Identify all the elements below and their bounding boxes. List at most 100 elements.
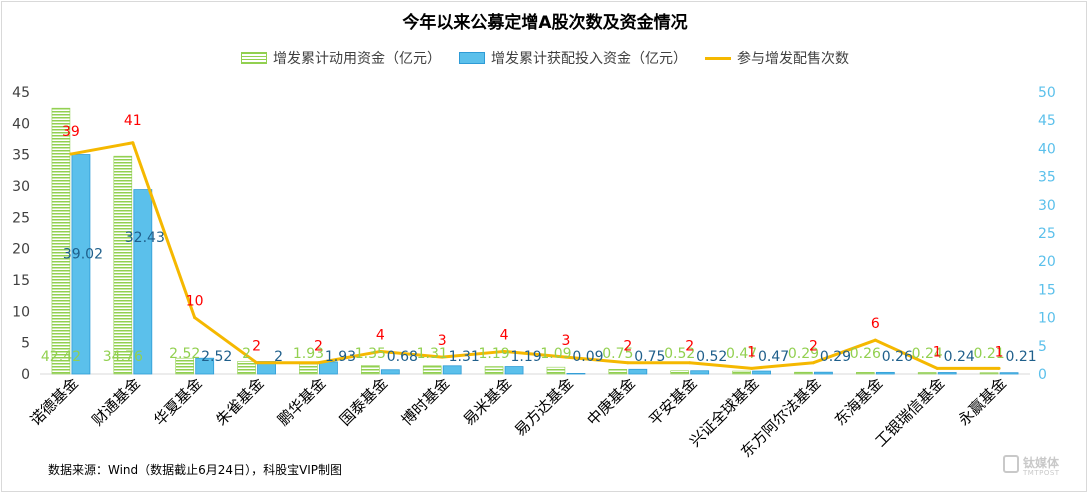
legend-swatch-green-hatch: [241, 52, 267, 64]
line-point: [626, 361, 630, 365]
data-label-series-0: 2: [242, 346, 251, 362]
bar-series-1: [380, 369, 400, 375]
bar-series-0: [422, 365, 442, 375]
y-right-tick-label: 45: [1038, 113, 1056, 129]
bar-series-0: [484, 366, 504, 375]
line-point: [873, 338, 877, 342]
legend-swatch-line: [705, 56, 731, 60]
data-label-series-1: 0.75: [634, 349, 665, 365]
category-label: 永赢基金: [955, 374, 1010, 429]
category-label: 易米基金: [460, 374, 515, 429]
data-label-series-2: 2: [252, 339, 261, 355]
y-left-tick-label: 40: [12, 116, 30, 132]
data-label-series-2: 3: [561, 333, 570, 349]
category-label: 国泰基金: [336, 374, 391, 429]
y-right-tick-label: 30: [1038, 198, 1056, 214]
bar-series-1: [814, 371, 833, 375]
data-label-series-2: 3: [438, 333, 447, 349]
y-left-tick-label: 20: [12, 242, 30, 258]
category-label: 东海基金: [831, 374, 886, 429]
category-label: 朱雀基金: [212, 374, 267, 429]
line-point: [255, 361, 259, 365]
data-label-series-1: 1.31: [449, 349, 480, 365]
data-label-series-0: 0.26: [850, 346, 881, 362]
bar-series-0: [113, 155, 133, 375]
category-label: 中庚基金: [583, 374, 638, 429]
data-label-series-0: 1.93: [293, 346, 324, 362]
bar-series-1: [71, 154, 91, 375]
data-label-series-1: 0.21: [1005, 349, 1036, 365]
y-right-tick-label: 50: [1038, 85, 1056, 101]
data-label-series-1: 1.93: [325, 349, 356, 365]
bar-series-0: [608, 368, 628, 375]
line-point: [193, 316, 197, 320]
y-right-tick-label: 15: [1038, 282, 1056, 298]
bar-series-0: [794, 371, 813, 375]
data-label-series-2: 41: [124, 113, 142, 129]
data-label-series-2: 1: [747, 344, 756, 360]
data-label-series-2: 4: [376, 327, 385, 343]
bar-series-1: [999, 372, 1019, 375]
data-label-series-0: 2.52: [169, 346, 200, 362]
line-point: [997, 366, 1001, 370]
legend-label: 参与增发配售次数: [737, 51, 849, 67]
legend-label: 增发累计获配投入资金（亿元）: [491, 51, 687, 67]
line-point: [688, 361, 692, 365]
bar-series-1: [195, 357, 215, 375]
line-point: [750, 366, 754, 370]
bar-series-0: [361, 365, 380, 375]
y-right-tick-label: 20: [1038, 254, 1056, 270]
bar-series-0: [856, 372, 875, 375]
bar-series-1: [133, 189, 153, 375]
data-label-series-2: 2: [685, 339, 694, 355]
line-point: [811, 361, 815, 365]
category-label: 诺德基金: [27, 374, 82, 429]
bar-series-1: [442, 365, 462, 375]
data-label-series-0: 0.29: [788, 346, 819, 362]
legend-label: 增发累计动用资金（亿元）: [273, 51, 441, 67]
y-right-tick-label: 0: [1038, 367, 1047, 383]
data-label-series-0: 0.21: [973, 346, 1004, 362]
line-point: [440, 355, 444, 359]
bar-series-1: [937, 372, 957, 375]
bar-series-1: [504, 366, 524, 375]
bar-series-1: [875, 371, 895, 375]
watermark-en: TMTPOST: [1023, 469, 1060, 477]
data-label-series-0: 1.31: [417, 346, 448, 362]
data-label-series-1: 0.52: [696, 349, 727, 365]
bar-series-0: [51, 107, 71, 375]
bar-series-0: [546, 366, 566, 375]
y-left-tick-label: 5: [21, 336, 30, 352]
legend-item-series-2: 参与增发配售次数: [705, 48, 849, 68]
y-left-tick-label: 35: [12, 148, 30, 164]
data-label-series-0: 42.42: [41, 349, 81, 365]
data-label-series-2: 2: [314, 339, 323, 355]
legend-item-series-1: 增发累计获配投入资金（亿元）: [459, 48, 687, 68]
data-label-series-1: 39.02: [63, 246, 103, 262]
data-label-series-2: 39: [62, 124, 80, 140]
category-label: 华夏基金: [150, 374, 205, 429]
bar-series-0: [917, 372, 937, 375]
line-point: [378, 349, 382, 353]
data-label-series-2: 1: [933, 344, 942, 360]
bar-series-0: [670, 370, 689, 375]
bar-series-1: [566, 373, 586, 375]
y-left-tick-label: 45: [12, 85, 30, 101]
data-label-series-1: 0.09: [572, 349, 603, 365]
data-label-series-2: 2: [809, 339, 818, 355]
bar-series-0: [979, 372, 999, 375]
line-series-2: [70, 141, 1000, 370]
y-right-tick-label: 10: [1038, 311, 1056, 327]
y-right-tick-label: 25: [1038, 226, 1056, 242]
line-point: [131, 141, 135, 145]
watermark-cn: 钛媒体: [1023, 456, 1060, 470]
bar-series-1: [690, 370, 710, 375]
chart-legend: 增发累计动用资金（亿元） 增发累计获配投入资金（亿元） 参与增发配售次数: [0, 48, 1090, 68]
y-left-tick-label: 15: [12, 273, 30, 289]
y-left-tick-label: 30: [12, 179, 30, 195]
data-label-series-2: 2: [623, 339, 632, 355]
data-label-series-1: 32.43: [125, 230, 165, 246]
data-label-series-0: 0.75: [602, 346, 633, 362]
category-label: 博时基金: [398, 374, 453, 429]
category-label: 易方达基金: [511, 374, 577, 440]
